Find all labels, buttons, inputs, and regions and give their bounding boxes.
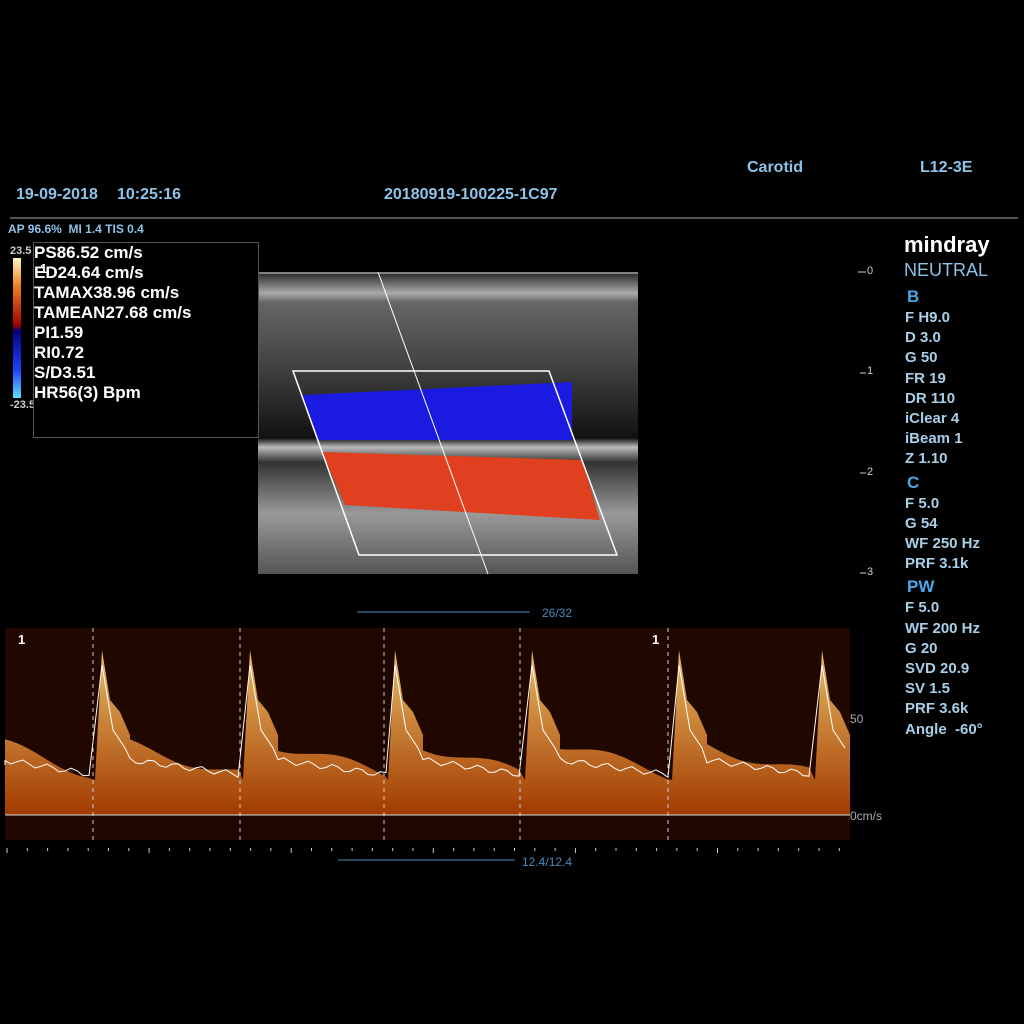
measurement-label: PS [34, 243, 57, 262]
exam-id: 20180919-100225-1C97 [384, 186, 558, 203]
param: Z 1.10 [905, 450, 948, 468]
param: SV 1.5 [905, 680, 951, 698]
param: F H9.0 [905, 309, 951, 326]
measurement-row: TAMAX38.96 cm/s [34, 283, 258, 303]
date: 19-09-2018 [16, 186, 98, 203]
measurement-value: 38.96 cm/s [93, 283, 180, 302]
flow-red [322, 452, 600, 520]
probe: L12-3E [920, 159, 973, 176]
time: 10:25:16 [117, 186, 182, 203]
measurement-label: RI [34, 343, 51, 362]
spectrum-marker: 1 [18, 632, 26, 647]
measurement-row: S/D3.51 [34, 363, 258, 383]
acoustic: AP 96.6% MI 1.4 TIS 0.4 [8, 222, 144, 236]
param: G 54 [905, 514, 938, 532]
param-group-title: B [907, 287, 920, 306]
measurement-label: TAMEAN [34, 303, 106, 322]
scale-top: 23.5 [10, 245, 32, 257]
spectrum-zero: 0cm/s [850, 809, 883, 823]
measurement-row: TAMEAN27.68 cm/s [34, 303, 258, 323]
measurement-row: PI1.59 [34, 323, 258, 343]
depth-label: 2 [867, 465, 874, 478]
color-bar [13, 258, 21, 398]
scale-bottom: -23.5 [10, 399, 33, 411]
measurement-label: TAMAX [34, 283, 94, 302]
measurement-row: RI0.72 [34, 343, 258, 363]
param: PRF 3.1k [905, 555, 969, 573]
param: F 5.0 [905, 599, 940, 617]
param: F 5.0 [905, 494, 940, 512]
param: PRF 3.6k [905, 700, 969, 718]
spectrum-marker: 1 [652, 632, 660, 647]
measurement-value: 3.51 [62, 363, 96, 382]
depth-label: 3 [867, 565, 874, 578]
measurement-label: S/D [34, 363, 63, 382]
depth-label: 0 [867, 265, 874, 277]
param: WF 250 Hz [905, 535, 981, 552]
cine-frames: 26/32 [542, 606, 573, 620]
measurement-value: 56(3) Bpm [58, 383, 141, 402]
param: iBeam 1 [905, 430, 963, 448]
param: DR 110 [905, 389, 956, 407]
spectrum-trace [4, 664, 846, 779]
param: G 20 [905, 639, 938, 657]
param: G 50 [905, 349, 938, 367]
measurement-label: PI [34, 323, 51, 342]
measurement-row: PS86.52 cm/s [34, 243, 258, 263]
param: Angle -60° [905, 720, 983, 738]
measurement-row: HR56(3) Bpm [34, 383, 258, 403]
measurement-label: ED [34, 263, 58, 282]
measurement-row: ED24.64 cm/s [34, 263, 258, 283]
spectrum-scale: 50 [850, 712, 864, 726]
cine-time: 12.4/12.4 [522, 855, 573, 869]
measurement-box: 1 PS86.52 cm/s ED24.64 cm/s TAMAX38.96 cm/s… [33, 242, 259, 438]
param: SVD 20.9 [905, 660, 970, 677]
measurement-value: 0.72 [51, 343, 85, 362]
param-group-title: C [907, 472, 920, 492]
measurement-value: 27.68 cm/s [105, 303, 192, 322]
param: WF 200 Hz [905, 619, 981, 637]
marker: 1 [40, 261, 48, 276]
flow-blue [302, 382, 572, 440]
logo: mindray [904, 232, 990, 257]
param-group-title: PW [907, 577, 935, 597]
param: D 3.0 [905, 329, 941, 347]
color-box [291, 370, 619, 556]
doppler-line [377, 271, 489, 575]
measurement-value: 86.52 cm/s [56, 243, 143, 262]
param: iClear 4 [905, 410, 960, 427]
spectrum-envelope [5, 650, 850, 815]
depth-label: 1 [867, 365, 874, 378]
measurement-value: 24.64 cm/s [57, 263, 144, 282]
measurement-value: 1.59 [50, 323, 84, 342]
mode: NEUTRAL [904, 260, 989, 280]
measurement-label: HR [34, 383, 59, 402]
preset: Carotid [747, 159, 803, 176]
param: FR 19 [905, 369, 946, 387]
